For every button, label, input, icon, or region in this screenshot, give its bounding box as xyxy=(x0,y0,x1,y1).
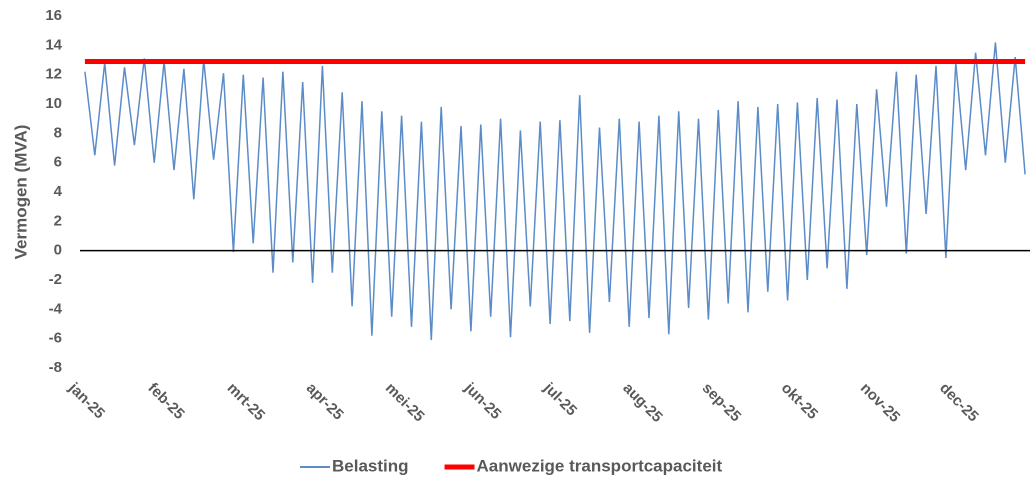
x-tick-label: feb-25 xyxy=(144,380,187,423)
x-tick-label: sep-25 xyxy=(699,380,745,426)
y-tick-label: 14 xyxy=(45,36,62,53)
y-tick-label: 16 xyxy=(45,7,62,24)
x-tick-label: okt-25 xyxy=(778,380,821,423)
x-tick-label: dec-25 xyxy=(936,380,982,426)
x-tick-label: jun-25 xyxy=(460,379,504,423)
y-tick-label: -2 xyxy=(49,271,62,288)
x-tick-label: jan-25 xyxy=(65,379,108,422)
y-tick-label: -8 xyxy=(49,359,62,376)
y-axis-label: Vermogen (MVA) xyxy=(11,125,30,260)
legend-label: Belasting xyxy=(332,456,409,475)
x-tick-label: mrt-25 xyxy=(224,380,268,424)
x-tick-label: mei-25 xyxy=(382,380,428,426)
y-tick-label: 10 xyxy=(45,95,62,112)
x-tick-label: apr-25 xyxy=(303,380,347,424)
y-tick-label: -4 xyxy=(49,300,63,317)
y-tick-label: 8 xyxy=(54,124,62,141)
y-tick-label: 12 xyxy=(45,66,62,83)
y-tick-label: 2 xyxy=(54,212,62,229)
x-tick-label: jul-25 xyxy=(540,379,580,419)
y-tick-label: 0 xyxy=(54,242,62,259)
legend-label: Aanwezige transportcapaciteit xyxy=(477,456,723,475)
x-tick-label: nov-25 xyxy=(857,380,903,426)
y-tick-label: 6 xyxy=(54,154,62,171)
series-line xyxy=(84,42,1026,341)
x-tick-label: aug-25 xyxy=(619,380,665,426)
y-tick-label: -6 xyxy=(49,330,62,347)
y-tick-label: 4 xyxy=(54,183,63,200)
